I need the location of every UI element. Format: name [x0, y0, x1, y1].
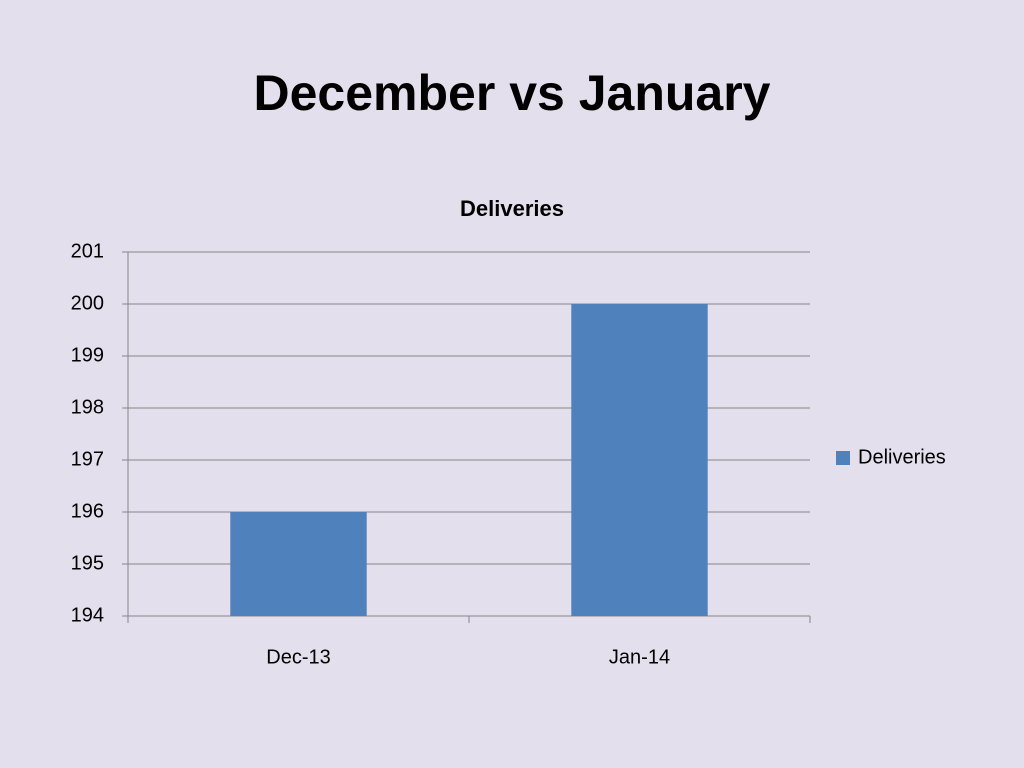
x-tick-label: Dec-13 — [266, 646, 330, 668]
y-tick-label: 194 — [71, 604, 104, 626]
x-tick-label: Jan-14 — [609, 646, 670, 668]
legend-label: Deliveries — [858, 446, 946, 468]
y-tick-label: 196 — [71, 500, 104, 522]
y-tick-label: 199 — [71, 344, 104, 366]
chart-title: Deliveries — [460, 196, 564, 221]
slide-title: December vs January — [254, 65, 771, 121]
y-tick-label: 197 — [71, 448, 104, 470]
y-tick-label: 201 — [71, 240, 104, 262]
legend-swatch — [836, 451, 850, 465]
y-tick-label: 200 — [71, 292, 104, 314]
bar — [230, 512, 367, 616]
y-tick-label: 198 — [71, 396, 104, 418]
bar — [571, 304, 708, 616]
y-tick-label: 195 — [71, 552, 104, 574]
